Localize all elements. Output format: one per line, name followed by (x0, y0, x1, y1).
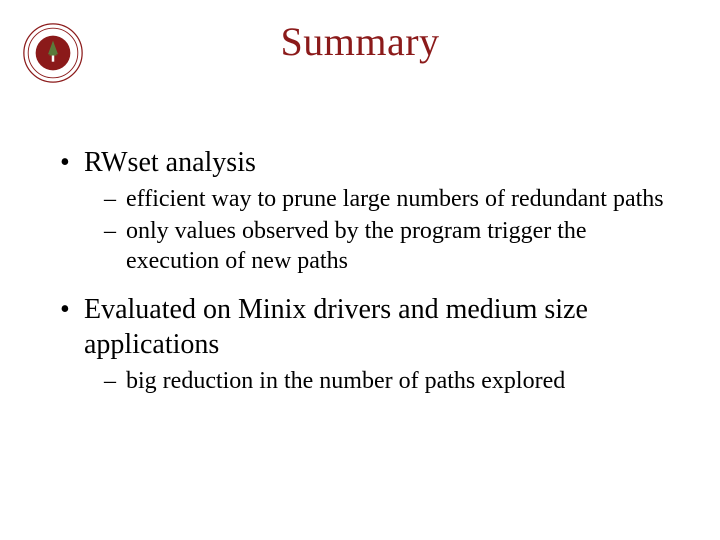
bullet-text: efficient way to prune large numbers of … (126, 186, 664, 212)
bullet-dash-icon: – (104, 216, 126, 246)
slide-body: •RWset analysis –efficient way to prune … (60, 145, 670, 398)
bullet-text: Evaluated on Minix drivers and medium si… (84, 294, 588, 360)
bullet-level2: –big reduction in the number of paths ex… (104, 366, 670, 396)
slide-title: Summary (0, 18, 720, 65)
slide: Summary •RWset analysis –efficient way t… (0, 0, 720, 540)
bullet-dash-icon: – (104, 366, 126, 396)
bullet-dot-icon: • (60, 292, 84, 327)
bullet-dash-icon: – (104, 184, 126, 214)
bullet-dot-icon: • (60, 145, 84, 180)
bullet-level2: –only values observed by the program tri… (104, 216, 670, 276)
bullet-text: only values observed by the program trig… (126, 218, 587, 274)
bullet-level1: •RWset analysis (60, 145, 670, 180)
bullet-text: big reduction in the number of paths exp… (126, 368, 565, 394)
bullet-level2: –efficient way to prune large numbers of… (104, 184, 670, 214)
bullet-level1: •Evaluated on Minix drivers and medium s… (60, 292, 670, 362)
bullet-text: RWset analysis (84, 147, 256, 178)
spacer (60, 278, 670, 292)
